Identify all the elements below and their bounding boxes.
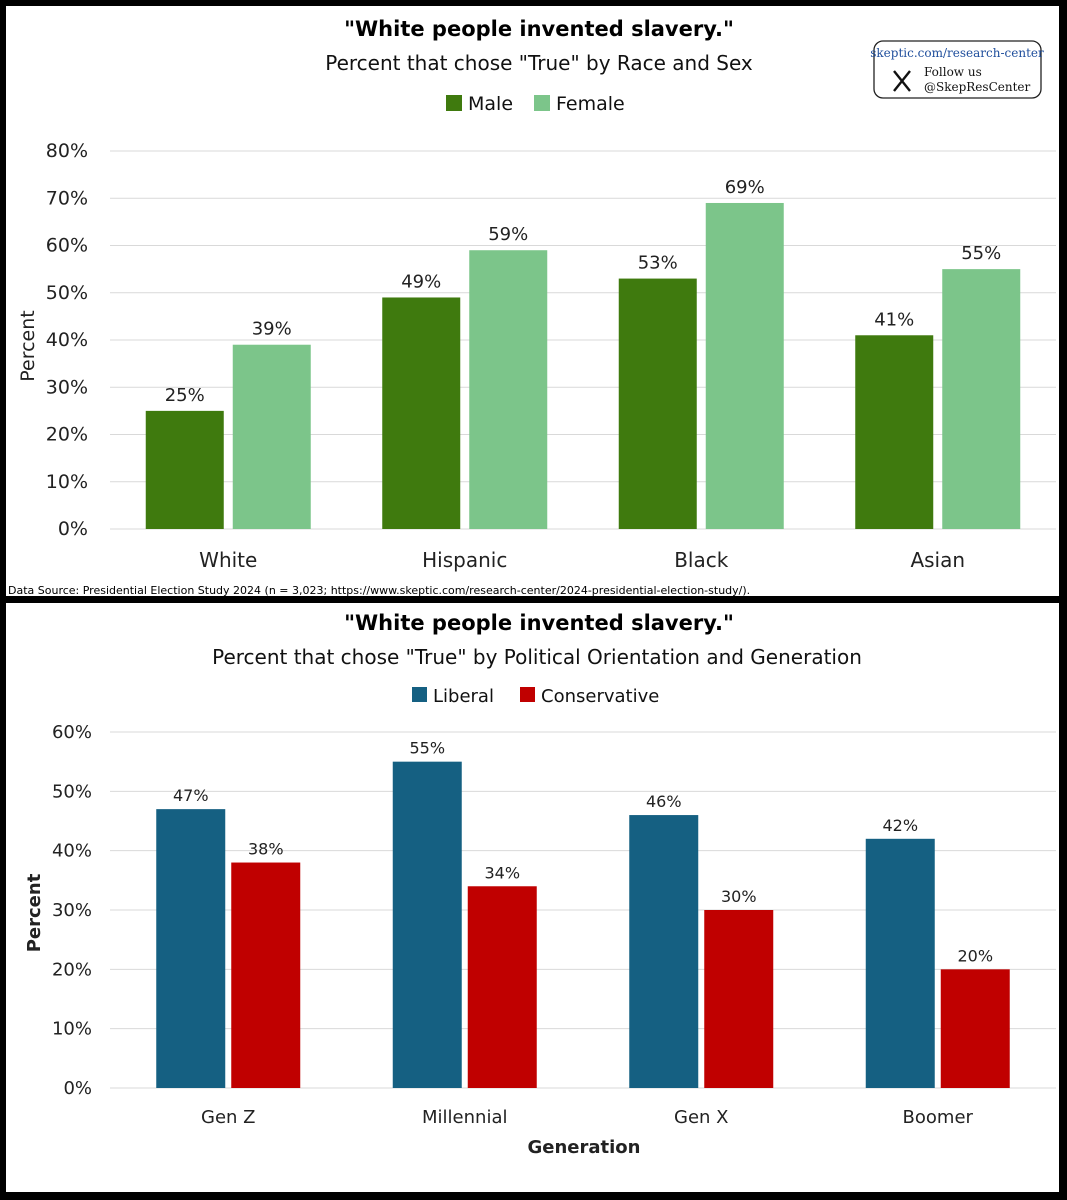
chart-subtitle: Percent that chose "True" by Political O… (212, 645, 862, 669)
badge-handle[interactable]: @SkepResCenter (924, 80, 1031, 94)
chart-politics-generation: 0%10%20%30%40%50%60% 47%38%55%34%46%30%4… (24, 611, 1056, 1158)
y-tick-label: 70% (46, 187, 88, 209)
x-category-label: Millennial (422, 1107, 507, 1128)
legend-swatch-conservative (520, 687, 535, 702)
badge-follow-text: Follow us (924, 65, 982, 79)
y-tick-label: 0% (63, 1078, 92, 1099)
data-label: 41% (874, 309, 914, 330)
data-label: 39% (252, 319, 292, 340)
data-label: 30% (721, 887, 757, 906)
bar-conservative-gen-z (231, 862, 301, 1088)
data-label: 47% (173, 786, 209, 805)
x-logo-icon (893, 70, 911, 92)
y-tick-label: 40% (46, 329, 88, 351)
x-category-label: Black (674, 548, 729, 572)
y-tick-label: 30% (46, 376, 88, 398)
y-tick-label: 10% (52, 1019, 92, 1040)
bar-male-black (618, 278, 697, 529)
badge-url[interactable]: skeptic.com/research-center (870, 46, 1044, 60)
x-axis-label: Generation (528, 1137, 641, 1158)
bar-liberal-boomer (865, 838, 935, 1088)
bar-conservative-boomer (940, 969, 1010, 1088)
chart-title: "White people invented slavery." (344, 611, 734, 635)
data-label: 59% (488, 224, 528, 245)
legend-label-female: Female (556, 93, 625, 115)
bar-liberal-millennial (392, 761, 462, 1088)
bar-female-hispanic (469, 250, 548, 529)
legend-swatch-liberal (412, 687, 427, 702)
bar-male-hispanic (382, 297, 461, 529)
y-tick-label: 20% (52, 959, 92, 980)
data-label: 53% (638, 253, 678, 274)
badge-frame (873, 40, 1042, 99)
y-tick-label: 50% (46, 282, 88, 304)
x-category-label: Boomer (903, 1107, 974, 1128)
data-source-note: Data Source: Presidential Election Study… (8, 584, 750, 596)
y-tick-label: 80% (46, 140, 88, 162)
bar-liberal-gen-z (156, 809, 226, 1088)
y-axis-ticks: 0% 10% 20% 30% 40% 50% 60% 70% 80% (46, 140, 88, 540)
bars: 25% 39% 49% 59% 53% 69% 41% 55% (145, 177, 1021, 529)
data-label: 55% (409, 739, 445, 758)
x-category-label: Hispanic (422, 548, 507, 572)
legend-swatch-male (446, 95, 462, 111)
y-tick-label: 50% (52, 781, 92, 802)
x-axis-categories: White Hispanic Black Asian (199, 548, 965, 572)
y-tick-label: 30% (52, 900, 92, 921)
data-label: 49% (401, 271, 441, 292)
y-axis-ticks: 0% 10% 20% 30% 40% 50% 60% (52, 722, 92, 1099)
data-label: 34% (484, 863, 520, 882)
y-tick-label: 40% (52, 841, 92, 862)
x-category-label: White (199, 548, 257, 572)
y-axis-label: Percent (17, 310, 39, 382)
data-label: 20% (957, 946, 993, 965)
bar-female-black (705, 202, 784, 529)
data-label: 38% (248, 840, 284, 859)
chart-panel-politics-generation: 0% 10% 20% 30% 40% 50% 60% 47% 38% 55% 34% 46% 30% 4… (6, 603, 1059, 1192)
bar-conservative-gen-x (704, 910, 774, 1088)
y-tick-label: 60% (52, 722, 92, 743)
y-tick-label: 60% (46, 235, 88, 257)
y-tick-label: 0% (58, 518, 88, 540)
bar-female-asian (942, 269, 1021, 529)
data-label: 25% (165, 385, 205, 406)
research-center-badge[interactable]: skeptic.com/research-center Follow us @S… (870, 40, 1044, 99)
x-category-label: Asian (910, 548, 965, 572)
y-axis-label: Percent (24, 873, 45, 952)
legend: Liberal Conservative (412, 686, 659, 707)
bar-liberal-gen-x (629, 815, 699, 1088)
y-tick-label: 20% (46, 424, 88, 446)
bar-conservative-millennial (467, 886, 537, 1088)
x-category-label: Gen Z (201, 1107, 255, 1128)
bar-female-white (232, 344, 311, 529)
chart-race-sex: 0% 10% 20% 30% 40% 50% 60% 70% 80% 25% 39% 49% 59% 5… (8, 17, 1056, 596)
chart-title: "White people invented slavery." (344, 17, 734, 41)
data-label: 42% (882, 816, 918, 835)
data-label: 55% (961, 243, 1001, 264)
y-tick-label: 10% (46, 471, 88, 493)
legend-swatch-female (534, 95, 550, 111)
bar-male-white (145, 410, 224, 529)
legend: Male Female (446, 93, 625, 115)
legend-label-liberal: Liberal (433, 686, 494, 707)
x-axis-categories: Gen Z Millennial Gen X Boomer (201, 1107, 974, 1128)
data-label: 46% (646, 792, 682, 811)
legend-label-male: Male (468, 93, 513, 115)
chart-panel-race-sex: 0% 10% 20% 30% 40% 50% 60% 70% 80% 25% 39% 49% 59% 5… (6, 6, 1059, 596)
chart-subtitle: Percent that chose "True" by Race and Se… (325, 51, 753, 75)
bar-male-asian (855, 335, 934, 529)
data-label: 69% (725, 177, 765, 198)
bars: 47% 38% 55% 34% 46% 30% 42% 20% (156, 739, 1010, 1088)
x-category-label: Gen X (674, 1107, 728, 1128)
legend-label-conservative: Conservative (541, 686, 659, 707)
